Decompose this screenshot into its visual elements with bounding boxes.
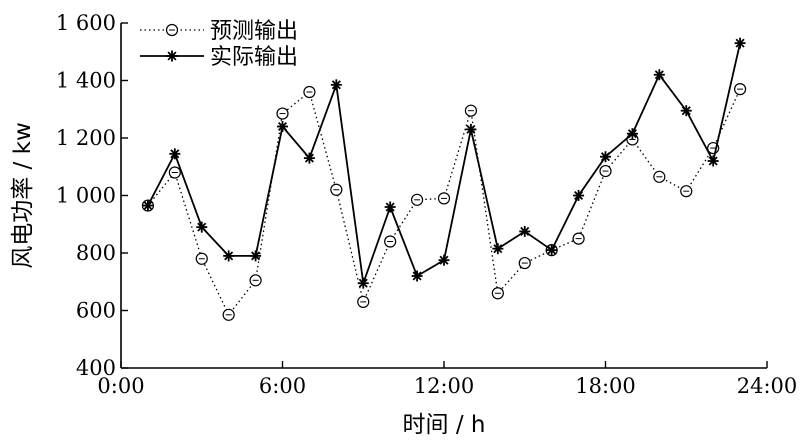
circle-marker: [410, 193, 424, 206]
circle-marker: [733, 83, 747, 96]
star-marker: [653, 69, 665, 81]
x-tick-label: 12:00: [414, 374, 475, 398]
circle-marker: [222, 308, 235, 321]
circle-marker: [680, 185, 693, 198]
circle-marker: [276, 107, 289, 120]
star-marker: [277, 121, 288, 132]
star-marker: [734, 37, 746, 49]
legend-label: 实际输出: [210, 45, 298, 70]
star-marker: [546, 244, 558, 256]
star-marker: [223, 250, 235, 262]
y-axis-title: 风电功率 / kw: [10, 122, 36, 269]
star-marker: [384, 201, 396, 213]
star-marker: [492, 243, 504, 255]
series-line: [147, 42, 741, 284]
circle-marker: [572, 232, 585, 245]
star-marker: [465, 123, 477, 135]
x-axis-title: 时间 / h: [403, 412, 486, 438]
star-marker: [600, 151, 611, 163]
x-tick-label: 6:00: [259, 374, 306, 398]
axes: 400 600 800 1 000 1 200 1 400 1 600 0:00 6:00 12:…: [56, 11, 797, 398]
y-tick-label: 800: [76, 241, 116, 265]
legend-item-2: 实际输出: [140, 45, 298, 70]
y-tick-label: 1 200: [56, 126, 116, 150]
x-tick-label: 18:00: [575, 374, 636, 398]
y-tick-label: 400: [76, 356, 116, 380]
circle-marker: [330, 183, 343, 196]
star-marker: [330, 79, 342, 91]
circle-marker: [168, 166, 181, 179]
circle-marker: [357, 295, 370, 308]
y-tick-label: 600: [76, 299, 116, 323]
series-layer: [141, 37, 747, 321]
x-tick-label: 0:00: [97, 374, 144, 398]
legend-label: 预测输出: [210, 19, 298, 44]
circle-marker: [303, 85, 316, 99]
star-marker: [411, 270, 423, 282]
star-marker: [573, 190, 585, 201]
star-marker: [166, 50, 178, 62]
y-tick-label: 1 600: [56, 11, 116, 35]
circle-marker: [384, 235, 397, 248]
circle-marker: [491, 287, 504, 300]
star-marker: [250, 250, 262, 262]
star-marker: [169, 148, 181, 160]
star-marker: [142, 200, 154, 212]
x-tick-label: 24:00: [737, 374, 798, 398]
series-1: [141, 83, 747, 321]
star-marker: [303, 152, 315, 164]
star-marker: [707, 155, 719, 167]
star-marker: [680, 105, 692, 117]
star-marker: [626, 128, 638, 140]
circle-marker: [599, 164, 612, 178]
star-marker: [519, 225, 531, 237]
star-marker: [438, 254, 450, 266]
circle-marker: [518, 256, 531, 270]
circle-marker: [249, 274, 262, 287]
star-marker: [196, 221, 208, 233]
circle-marker: [653, 170, 666, 183]
legend-item-1: 预测输出: [140, 19, 298, 44]
y-tick-label: 1 400: [56, 69, 116, 93]
series-2: [142, 37, 746, 289]
y-tick-label: 1 000: [56, 184, 116, 208]
circle-marker: [464, 104, 478, 117]
star-marker: [357, 277, 369, 289]
circle-marker: [437, 192, 451, 205]
circle-marker: [195, 252, 208, 265]
